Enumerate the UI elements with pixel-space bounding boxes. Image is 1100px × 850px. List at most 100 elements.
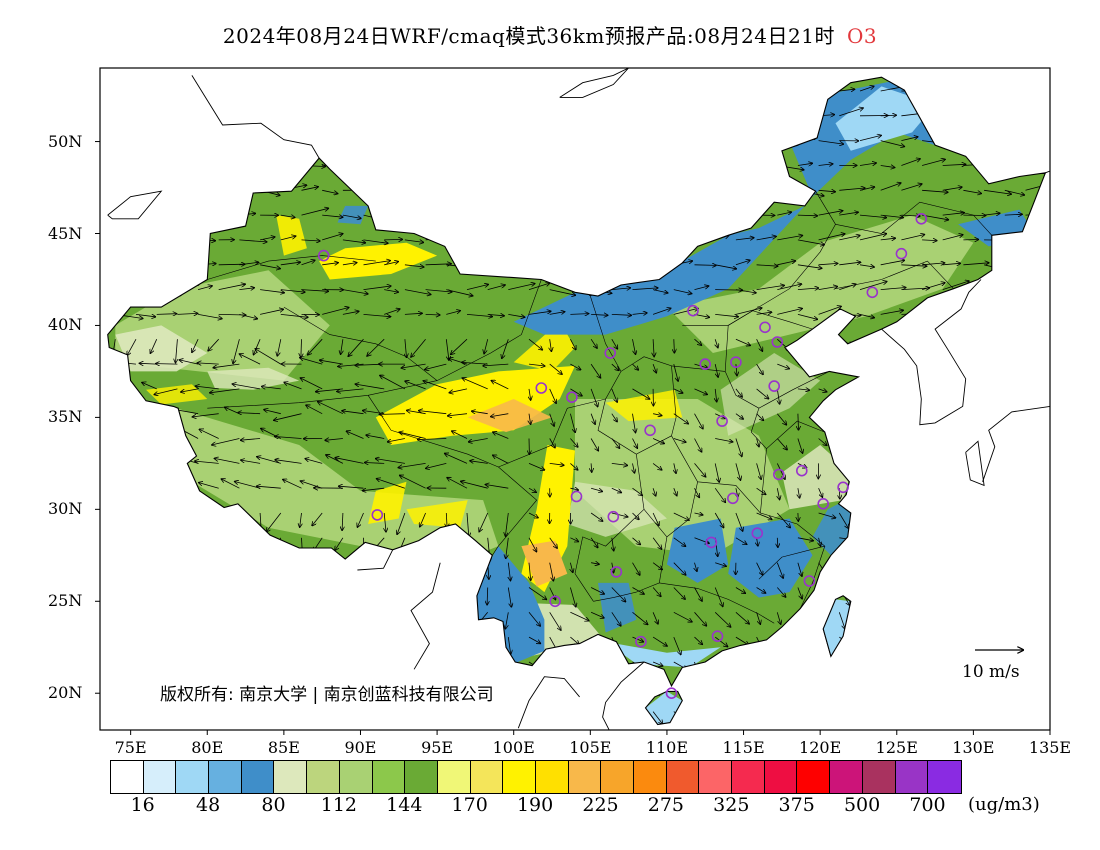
station-marker [837, 481, 849, 494]
wind-vector [156, 314, 177, 315]
wind-vector [401, 363, 426, 368]
wind-vector [1025, 183, 1046, 191]
station-marker [772, 468, 785, 481]
wind-vector [880, 115, 897, 116]
legend-label: 375 [778, 794, 815, 816]
wind-vector [757, 438, 759, 447]
wind-vector [341, 339, 343, 354]
wind-vector [479, 512, 489, 532]
wind-vector [418, 439, 447, 440]
lon-label: 80E [191, 738, 224, 757]
wind-vector [756, 612, 761, 624]
wind-vector [300, 512, 302, 527]
wind-vector [777, 284, 801, 290]
wind-vector [756, 265, 778, 266]
wind-vector [611, 314, 632, 315]
lon-label: 85E [267, 738, 300, 757]
wind-vector [486, 485, 509, 489]
wind-vector [839, 188, 865, 190]
wind-vector [921, 159, 945, 166]
wind-vector [590, 587, 604, 595]
wind-vector [347, 431, 364, 439]
wind-vector [838, 512, 848, 528]
station-marker [604, 347, 617, 359]
wind-vector [335, 458, 364, 464]
wind-vector [404, 313, 422, 314]
wind-vector [921, 283, 945, 290]
city-stations [317, 213, 928, 700]
station-marker [317, 249, 330, 262]
legend-swatch [568, 761, 602, 793]
wind-vector [715, 314, 738, 316]
legend-swatch [437, 761, 471, 793]
wind-vector [652, 438, 664, 444]
wind-vector [632, 487, 643, 495]
wind-vector [694, 286, 709, 290]
wind-vector [777, 512, 790, 528]
wind-vector [942, 164, 966, 165]
wind-vector [306, 405, 323, 415]
wind-vector [405, 339, 407, 357]
wind-vector [377, 479, 406, 489]
wind-vector [777, 388, 779, 404]
wind-vector [673, 562, 686, 575]
lat-label: 25N [48, 591, 83, 611]
wind-vector [797, 562, 802, 576]
lon-label: 95E [421, 738, 454, 757]
wind-vector [549, 438, 555, 448]
wind-vector [502, 339, 509, 358]
wind-vector [528, 364, 545, 366]
wind-vector [818, 234, 845, 241]
wind-vector [797, 163, 812, 165]
wind-vector [735, 611, 749, 624]
wind-vector [590, 487, 602, 491]
station-marker [705, 536, 718, 549]
lon-label: 125E [875, 738, 918, 757]
legend-label: 170 [451, 794, 488, 816]
wind-vector [400, 475, 426, 489]
wind-vector [901, 235, 924, 241]
wind-vector [487, 314, 504, 315]
wind-vector [776, 413, 786, 425]
wind-vector [797, 215, 817, 216]
station-marker [665, 687, 678, 700]
wind-vector [215, 458, 240, 464]
wind-vector [470, 461, 488, 464]
wind-vector [632, 363, 639, 370]
wind-vector [260, 237, 275, 241]
wind-vector [694, 463, 706, 476]
wind-vector [673, 537, 686, 546]
wind-vector [714, 487, 725, 502]
station-marker [730, 356, 742, 369]
wind-vector [239, 314, 257, 318]
station-marker [644, 424, 656, 437]
wind-vector [797, 537, 813, 541]
legend-swatch [503, 761, 536, 793]
legend-swatch [274, 761, 308, 793]
wind-vector [508, 284, 534, 290]
wind-vector [280, 262, 300, 266]
wind-vector [880, 288, 906, 290]
wind-vector [611, 463, 628, 465]
wind-vector [528, 283, 550, 290]
wind-vector [150, 339, 158, 353]
lon-label: 135E [1028, 738, 1072, 757]
wind-vector [240, 354, 261, 365]
station-marker [795, 464, 808, 477]
station-marker [607, 510, 620, 523]
wind-vector [673, 364, 678, 381]
lon-label: 120E [799, 738, 842, 757]
wind-vector [367, 338, 385, 356]
wind-vector [652, 711, 662, 724]
wind-vector [653, 339, 654, 356]
wind-vector [193, 413, 219, 417]
wind-vector [735, 438, 742, 457]
wind-vector [590, 537, 598, 548]
wind-vector [337, 388, 364, 392]
wind-vector [570, 463, 577, 470]
station-marker [866, 286, 879, 299]
wind-vector [818, 140, 844, 145]
wind-vector [363, 487, 385, 491]
wind-vector [590, 512, 603, 521]
wind-vector [549, 537, 557, 548]
